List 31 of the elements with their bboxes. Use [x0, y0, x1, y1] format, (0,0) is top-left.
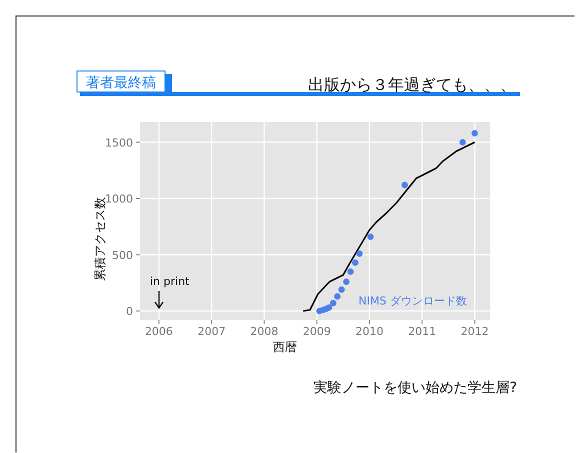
point — [334, 293, 341, 300]
y-axis-title: 累積アクセス数 — [93, 197, 107, 281]
x-axis-title: 西暦 — [273, 340, 297, 354]
point — [326, 304, 332, 311]
chart-subtitle: 著者最終稿 — [86, 75, 156, 91]
x-tick-label: 2011 — [408, 325, 436, 338]
x-tick-label: 2012 — [460, 325, 489, 338]
x-tick-label: 2009 — [302, 325, 331, 338]
point — [347, 268, 354, 275]
y-tick-label: 1500 — [105, 136, 133, 150]
x-tick-label: 2008 — [250, 325, 278, 338]
point — [330, 300, 336, 306]
text: 実験ノートを使い始めた学生層? — [314, 380, 517, 396]
y-tick-label: 500 — [112, 248, 133, 262]
y-tick-label: 1000 — [105, 192, 133, 206]
point — [343, 278, 350, 285]
chart-title: 出版から３年過ぎても、、、 — [308, 75, 516, 94]
x-tick-label: 2007 — [198, 325, 226, 338]
point — [459, 139, 466, 146]
point — [472, 130, 478, 136]
x-tick-label: 2006 — [144, 325, 173, 338]
point — [402, 182, 408, 188]
x-tick-label: 2010 — [355, 325, 384, 338]
point — [352, 259, 358, 266]
y-tick-label: 0 — [126, 305, 133, 318]
annotation: in print — [150, 275, 190, 288]
series-label: NIMS ダウンロード数 — [358, 294, 467, 308]
point — [338, 286, 345, 293]
point — [356, 250, 363, 257]
line-series — [302, 141, 476, 312]
point — [367, 234, 374, 240]
